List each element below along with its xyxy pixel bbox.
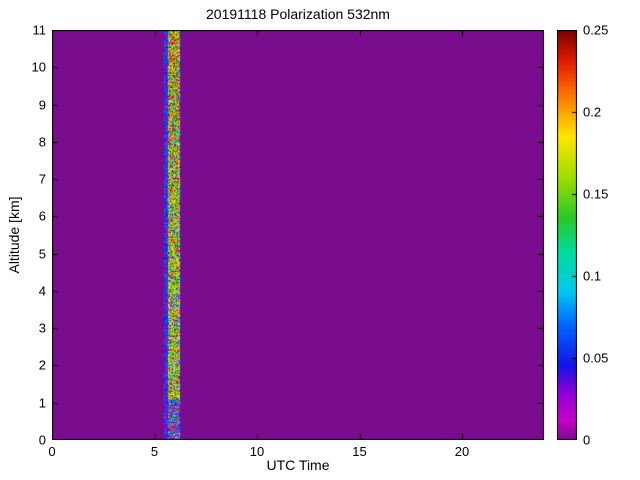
y-tick-label: 3 [38, 320, 46, 336]
y-tick-label: 2 [38, 357, 46, 373]
y-tick-label: 7 [38, 171, 46, 187]
colorbar-tick-label: 0.1 [583, 268, 602, 284]
y-tick-label: 4 [38, 283, 46, 299]
y-tick-label: 9 [38, 97, 46, 113]
colorbar-tick-label: 0.25 [583, 22, 609, 38]
colorbar-tick-label: 0.2 [583, 104, 602, 120]
colorbar-tick-label: 0 [583, 432, 591, 448]
y-axis-label: Altitude [km] [6, 196, 22, 274]
colorbar-tick-label: 0.15 [583, 186, 609, 202]
heatmap-canvas [52, 30, 544, 440]
colorbar-tick-label: 0.05 [583, 350, 609, 366]
y-tick-label: 11 [32, 22, 47, 38]
x-axis-label: UTC Time [266, 457, 330, 473]
colorbar-canvas [557, 30, 577, 440]
y-tick-label: 0 [38, 432, 46, 448]
y-tick-label: 1 [38, 395, 46, 411]
y-tick-label: 10 [31, 59, 46, 75]
y-tick-label: 8 [38, 134, 46, 150]
chart-title: 20191118 Polarization 532nm [206, 6, 390, 22]
